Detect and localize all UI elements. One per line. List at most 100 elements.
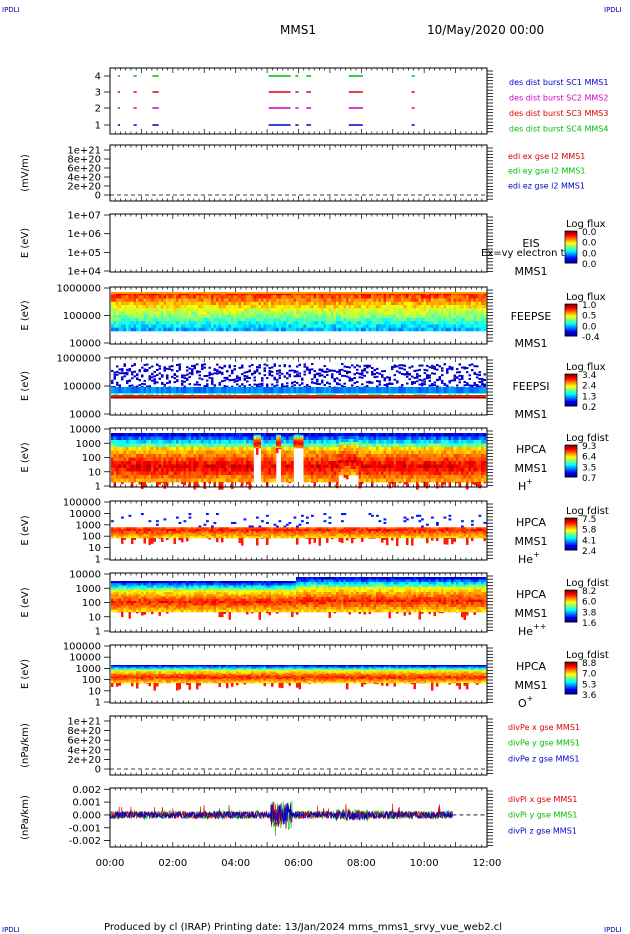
feepsi-cell xyxy=(433,387,437,393)
feepsi-cell xyxy=(181,387,184,393)
feepse-cell xyxy=(451,308,454,312)
hpca_h-cell xyxy=(148,450,152,455)
feepsi-cell xyxy=(296,387,299,393)
hpca_h-cell xyxy=(143,447,147,451)
feepse-cell xyxy=(211,314,214,319)
feepse-cell xyxy=(361,301,364,306)
feepse-cell xyxy=(483,318,487,322)
hpca_h-cell xyxy=(113,461,117,465)
hpca_h-drip xyxy=(166,482,169,486)
feepsi-noise xyxy=(148,385,151,388)
feepsi-noise xyxy=(148,378,151,381)
feepsi-colorbar-cell xyxy=(565,379,577,381)
hpca_h-cell xyxy=(173,440,177,444)
hpca_h-drip xyxy=(278,448,281,449)
feepse-cell xyxy=(206,321,209,325)
feepsi-noise xyxy=(293,371,296,374)
feepse-cell xyxy=(288,308,292,312)
feepse-cell xyxy=(281,311,284,316)
hpca_h-cell xyxy=(113,454,117,458)
hpca_h-cell xyxy=(111,447,114,451)
feepsi-noise xyxy=(141,375,144,378)
feepsi-noise xyxy=(478,371,481,374)
feepse-cell xyxy=(413,311,417,316)
hpca_h-cell xyxy=(156,450,159,455)
hpca_h-cell xyxy=(181,457,184,462)
hpca_h-cell xyxy=(276,446,279,449)
hpca_h-cell xyxy=(171,440,174,444)
feepse-cell xyxy=(476,324,479,329)
hpca_h-cell xyxy=(228,468,232,472)
feepse-cell xyxy=(418,308,422,312)
feepse-cell xyxy=(416,298,419,303)
feepsi-noise xyxy=(376,375,379,378)
feepsi-noise xyxy=(431,382,434,385)
hpca_h-cell xyxy=(123,468,127,472)
feepse-cell xyxy=(223,321,227,325)
feepse-cell xyxy=(278,321,282,325)
feepse-cell xyxy=(223,324,227,329)
hpca_h-cell xyxy=(193,457,197,462)
feepsi-noise xyxy=(168,368,171,371)
feepsi-colorbar-cell xyxy=(565,388,577,390)
feepse-cell xyxy=(418,324,422,329)
feepse-cell xyxy=(401,327,404,332)
feepse-cell xyxy=(331,314,334,319)
hpca_h-cell xyxy=(193,475,197,479)
feepsi-noise xyxy=(466,367,469,370)
feepse-cell xyxy=(263,298,267,303)
eis-colorbar-cell xyxy=(565,251,577,253)
feepsi-noise xyxy=(211,377,214,380)
feepsi-noise xyxy=(388,382,391,385)
feepse-cell xyxy=(471,321,474,325)
feepse-cell xyxy=(378,298,382,303)
hpca_h-drip xyxy=(208,482,211,484)
feepse-cell xyxy=(163,324,167,329)
feepse-cell xyxy=(251,295,254,299)
feepse-cell xyxy=(188,295,192,299)
feepsi-cell xyxy=(271,393,274,395)
feepsi-noise xyxy=(481,383,484,386)
feepse-cell xyxy=(263,305,267,309)
x-tick-label: 00:00 xyxy=(96,858,125,869)
feepse-cell xyxy=(326,311,329,316)
hpca_h-cell xyxy=(288,471,292,476)
feepse-cell xyxy=(448,308,452,312)
hpca_h-cell xyxy=(288,443,292,448)
eis-colorbar-cell xyxy=(565,242,577,244)
feepse-cell xyxy=(421,321,424,325)
hpca_h-cell xyxy=(248,433,252,437)
feepsi-noise xyxy=(436,364,439,367)
feepse-cell xyxy=(118,298,122,303)
hpca_h-cell xyxy=(138,478,142,483)
hpca_h-cell xyxy=(271,433,274,437)
hpca_h-drip xyxy=(141,482,144,490)
feepse-cell xyxy=(371,295,374,299)
feepsi-noise xyxy=(353,382,356,385)
feepse-cell xyxy=(218,314,222,319)
feepsi-noise xyxy=(268,369,271,372)
feepse-cell xyxy=(378,324,382,329)
feepse-cell xyxy=(303,314,307,319)
feepse-cell xyxy=(136,308,139,312)
feepse-cell xyxy=(366,314,369,319)
hpca_h-cell xyxy=(268,447,272,451)
feepse-cell xyxy=(213,318,217,322)
hpca_h-cell xyxy=(266,450,269,455)
hpca_h-cell xyxy=(123,443,127,448)
feepse-cell xyxy=(393,321,397,325)
feepsi-colorbar-cell xyxy=(565,389,577,391)
feepse-colorbar-cell xyxy=(565,317,577,319)
feepsi-noise xyxy=(228,379,231,382)
feepse-cell xyxy=(423,301,427,306)
feepsi-noise xyxy=(128,367,131,370)
hpca_h-cell xyxy=(276,443,279,446)
feepse-cell xyxy=(228,321,232,325)
feepsi-noise xyxy=(218,366,221,369)
hpca_h-cell xyxy=(286,450,289,455)
feepse-cell xyxy=(431,301,434,306)
feepsi-noise xyxy=(216,372,219,375)
feepse-cell xyxy=(421,301,424,306)
hpca_h-cell xyxy=(271,447,274,451)
hpca_h-cell xyxy=(276,440,279,442)
